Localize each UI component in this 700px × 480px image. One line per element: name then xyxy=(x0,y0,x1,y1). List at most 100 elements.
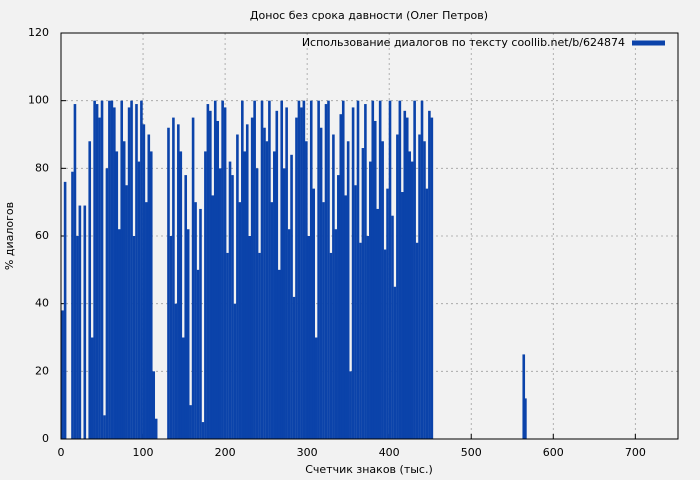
y-tick-label: 100 xyxy=(28,94,49,107)
bar xyxy=(376,208,380,439)
bar xyxy=(359,242,362,439)
bar xyxy=(213,100,217,440)
plot-border xyxy=(60,32,679,440)
bar xyxy=(88,141,92,439)
bar xyxy=(265,141,269,439)
bar xyxy=(120,100,124,440)
bar xyxy=(196,269,200,439)
bar xyxy=(388,100,392,440)
bar xyxy=(430,117,434,439)
bar xyxy=(373,120,377,439)
bar xyxy=(314,337,318,439)
legend-label: Использование диалогов по тексту coollib… xyxy=(302,36,625,49)
bar xyxy=(255,168,259,440)
bar xyxy=(287,229,291,439)
bar xyxy=(346,141,350,439)
bar xyxy=(327,100,330,440)
bar xyxy=(115,151,119,439)
bar xyxy=(356,100,360,440)
x-tick-label: 0 xyxy=(58,446,65,459)
y-tick-label: 40 xyxy=(35,297,49,310)
bar xyxy=(236,134,239,439)
y-tick-label: 60 xyxy=(35,229,49,242)
bar xyxy=(361,148,365,440)
bar xyxy=(105,168,109,440)
bar xyxy=(132,236,136,439)
bar xyxy=(401,192,404,439)
bar xyxy=(76,236,79,439)
bar xyxy=(263,127,266,439)
bar xyxy=(199,208,202,439)
x-tick-label: 300 xyxy=(297,446,318,459)
y-tick-label: 80 xyxy=(35,161,49,174)
x-tick-label: 400 xyxy=(379,446,400,459)
bar xyxy=(275,110,279,440)
bar xyxy=(428,110,431,440)
bar xyxy=(349,371,352,439)
bar xyxy=(405,117,409,439)
bar xyxy=(292,296,296,439)
bar xyxy=(117,229,121,439)
bar xyxy=(238,202,242,439)
bar xyxy=(524,398,527,439)
bar xyxy=(381,141,384,439)
bar xyxy=(366,236,370,439)
bar xyxy=(408,151,412,439)
bar xyxy=(268,100,271,440)
bar xyxy=(290,154,293,440)
bar xyxy=(403,110,407,440)
bar xyxy=(300,107,303,439)
x-tick-label: 700 xyxy=(625,446,646,459)
bar xyxy=(270,202,274,439)
y-tick-label: 120 xyxy=(28,26,49,39)
bar xyxy=(297,100,301,440)
bar xyxy=(142,124,146,439)
bar xyxy=(351,107,355,439)
bar xyxy=(383,249,387,439)
bar xyxy=(147,134,151,439)
bar xyxy=(63,181,67,439)
bar xyxy=(309,100,313,440)
bar xyxy=(206,104,210,440)
bar xyxy=(90,337,94,439)
bar xyxy=(522,354,526,439)
bar xyxy=(391,215,394,439)
bar xyxy=(280,100,284,440)
bar xyxy=(319,127,323,439)
bar xyxy=(73,104,77,440)
bar xyxy=(324,104,328,440)
bar xyxy=(364,104,367,440)
bar xyxy=(344,195,348,439)
bar xyxy=(337,175,340,439)
y-tick-label: 20 xyxy=(35,364,49,377)
bar xyxy=(425,188,429,439)
bar xyxy=(98,117,101,439)
bar xyxy=(285,107,288,439)
bar xyxy=(378,100,382,440)
bar xyxy=(152,371,156,439)
bar xyxy=(354,185,357,439)
bar xyxy=(305,141,308,439)
x-tick-label: 200 xyxy=(215,446,236,459)
bar xyxy=(130,100,133,440)
bar xyxy=(113,107,116,439)
bar xyxy=(145,202,148,439)
bar xyxy=(233,303,237,439)
bar xyxy=(201,422,205,439)
bar xyxy=(245,124,249,439)
bar xyxy=(169,236,173,439)
bar xyxy=(179,151,183,439)
bar xyxy=(329,252,333,439)
bar xyxy=(218,168,222,440)
bar xyxy=(302,100,306,440)
bar xyxy=(194,202,197,439)
bar xyxy=(78,205,82,439)
bar xyxy=(398,100,402,440)
bar xyxy=(334,229,338,439)
bar xyxy=(393,286,397,439)
bar xyxy=(154,418,158,439)
bar xyxy=(167,127,170,439)
bar xyxy=(181,337,185,439)
bar xyxy=(312,188,316,439)
